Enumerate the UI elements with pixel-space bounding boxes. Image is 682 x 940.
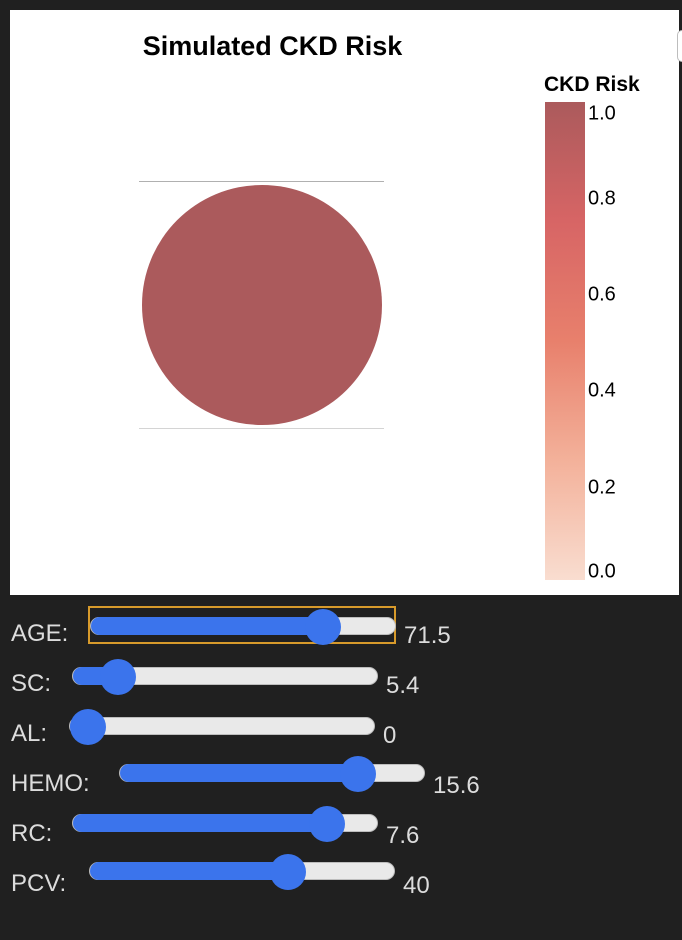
plot-area [139,181,384,429]
age-slider-fill [91,617,324,635]
colorbar-tick-1-0: 1.0 [588,102,616,125]
colorbar [545,102,585,580]
pcv-slider-thumb[interactable] [269,854,306,890]
slider-label-pcv: PCV: [11,870,67,897]
slider-row-sc: SC: 5.4 [0,659,682,702]
slider-row-age: AGE: 71.5 [0,609,682,652]
slider-value-rc: 7.6 [386,822,420,849]
slider-row-pcv: PCV: 40 [0,854,682,902]
slider-label-al: AL: [11,720,48,747]
slider-label-hemo: HEMO: [11,770,90,797]
slider-label-age: AGE: [11,620,69,647]
colorbar-tick-0-2: 0.2 [588,476,616,499]
slider-row-rc: RC: 7.6 [0,806,682,852]
slider-row-hemo: HEMO: 15.6 [0,756,682,802]
hemo-slider-thumb[interactable] [339,756,376,792]
slider-value-al: 0 [383,722,397,749]
slider-value-hemo: 15.6 [433,772,480,799]
slider-value-age: 71.5 [404,622,451,649]
rc-slider-fill [73,814,327,832]
hemo-slider-fill [120,764,358,782]
scroll-edge [677,30,682,62]
age-slider-thumb[interactable] [305,609,342,645]
plot-panel: Simulated CKD Risk CKD Risk 1.0 0.8 0.6 … [10,10,679,595]
slider-row-al: AL: 0 [0,709,682,752]
sc-slider-thumb[interactable] [99,659,136,695]
rc-slider[interactable] [72,806,378,842]
colorbar-tick-0-4: 0.4 [588,379,616,402]
slider-value-pcv: 40 [403,872,430,899]
slider-label-rc: RC: [11,820,53,847]
legend-title: CKD Risk [544,73,640,96]
sc-slider[interactable] [72,659,378,695]
slider-value-sc: 5.4 [386,672,420,699]
colorbar-tick-0-6: 0.6 [588,283,616,306]
age-slider[interactable] [90,609,396,645]
pcv-slider-fill [90,862,288,880]
rc-slider-thumb[interactable] [308,806,345,842]
hemo-slider[interactable] [119,756,425,792]
slider-label-sc: SC: [11,670,52,697]
risk-marker[interactable] [142,185,382,425]
colorbar-tick-0-8: 0.8 [588,187,616,210]
al-slider[interactable] [69,709,375,745]
colorbar-tick-0-0: 0.0 [588,560,616,583]
pcv-slider[interactable] [89,854,395,890]
plot-title: Simulated CKD Risk [142,31,403,61]
al-slider-thumb[interactable] [70,709,106,745]
